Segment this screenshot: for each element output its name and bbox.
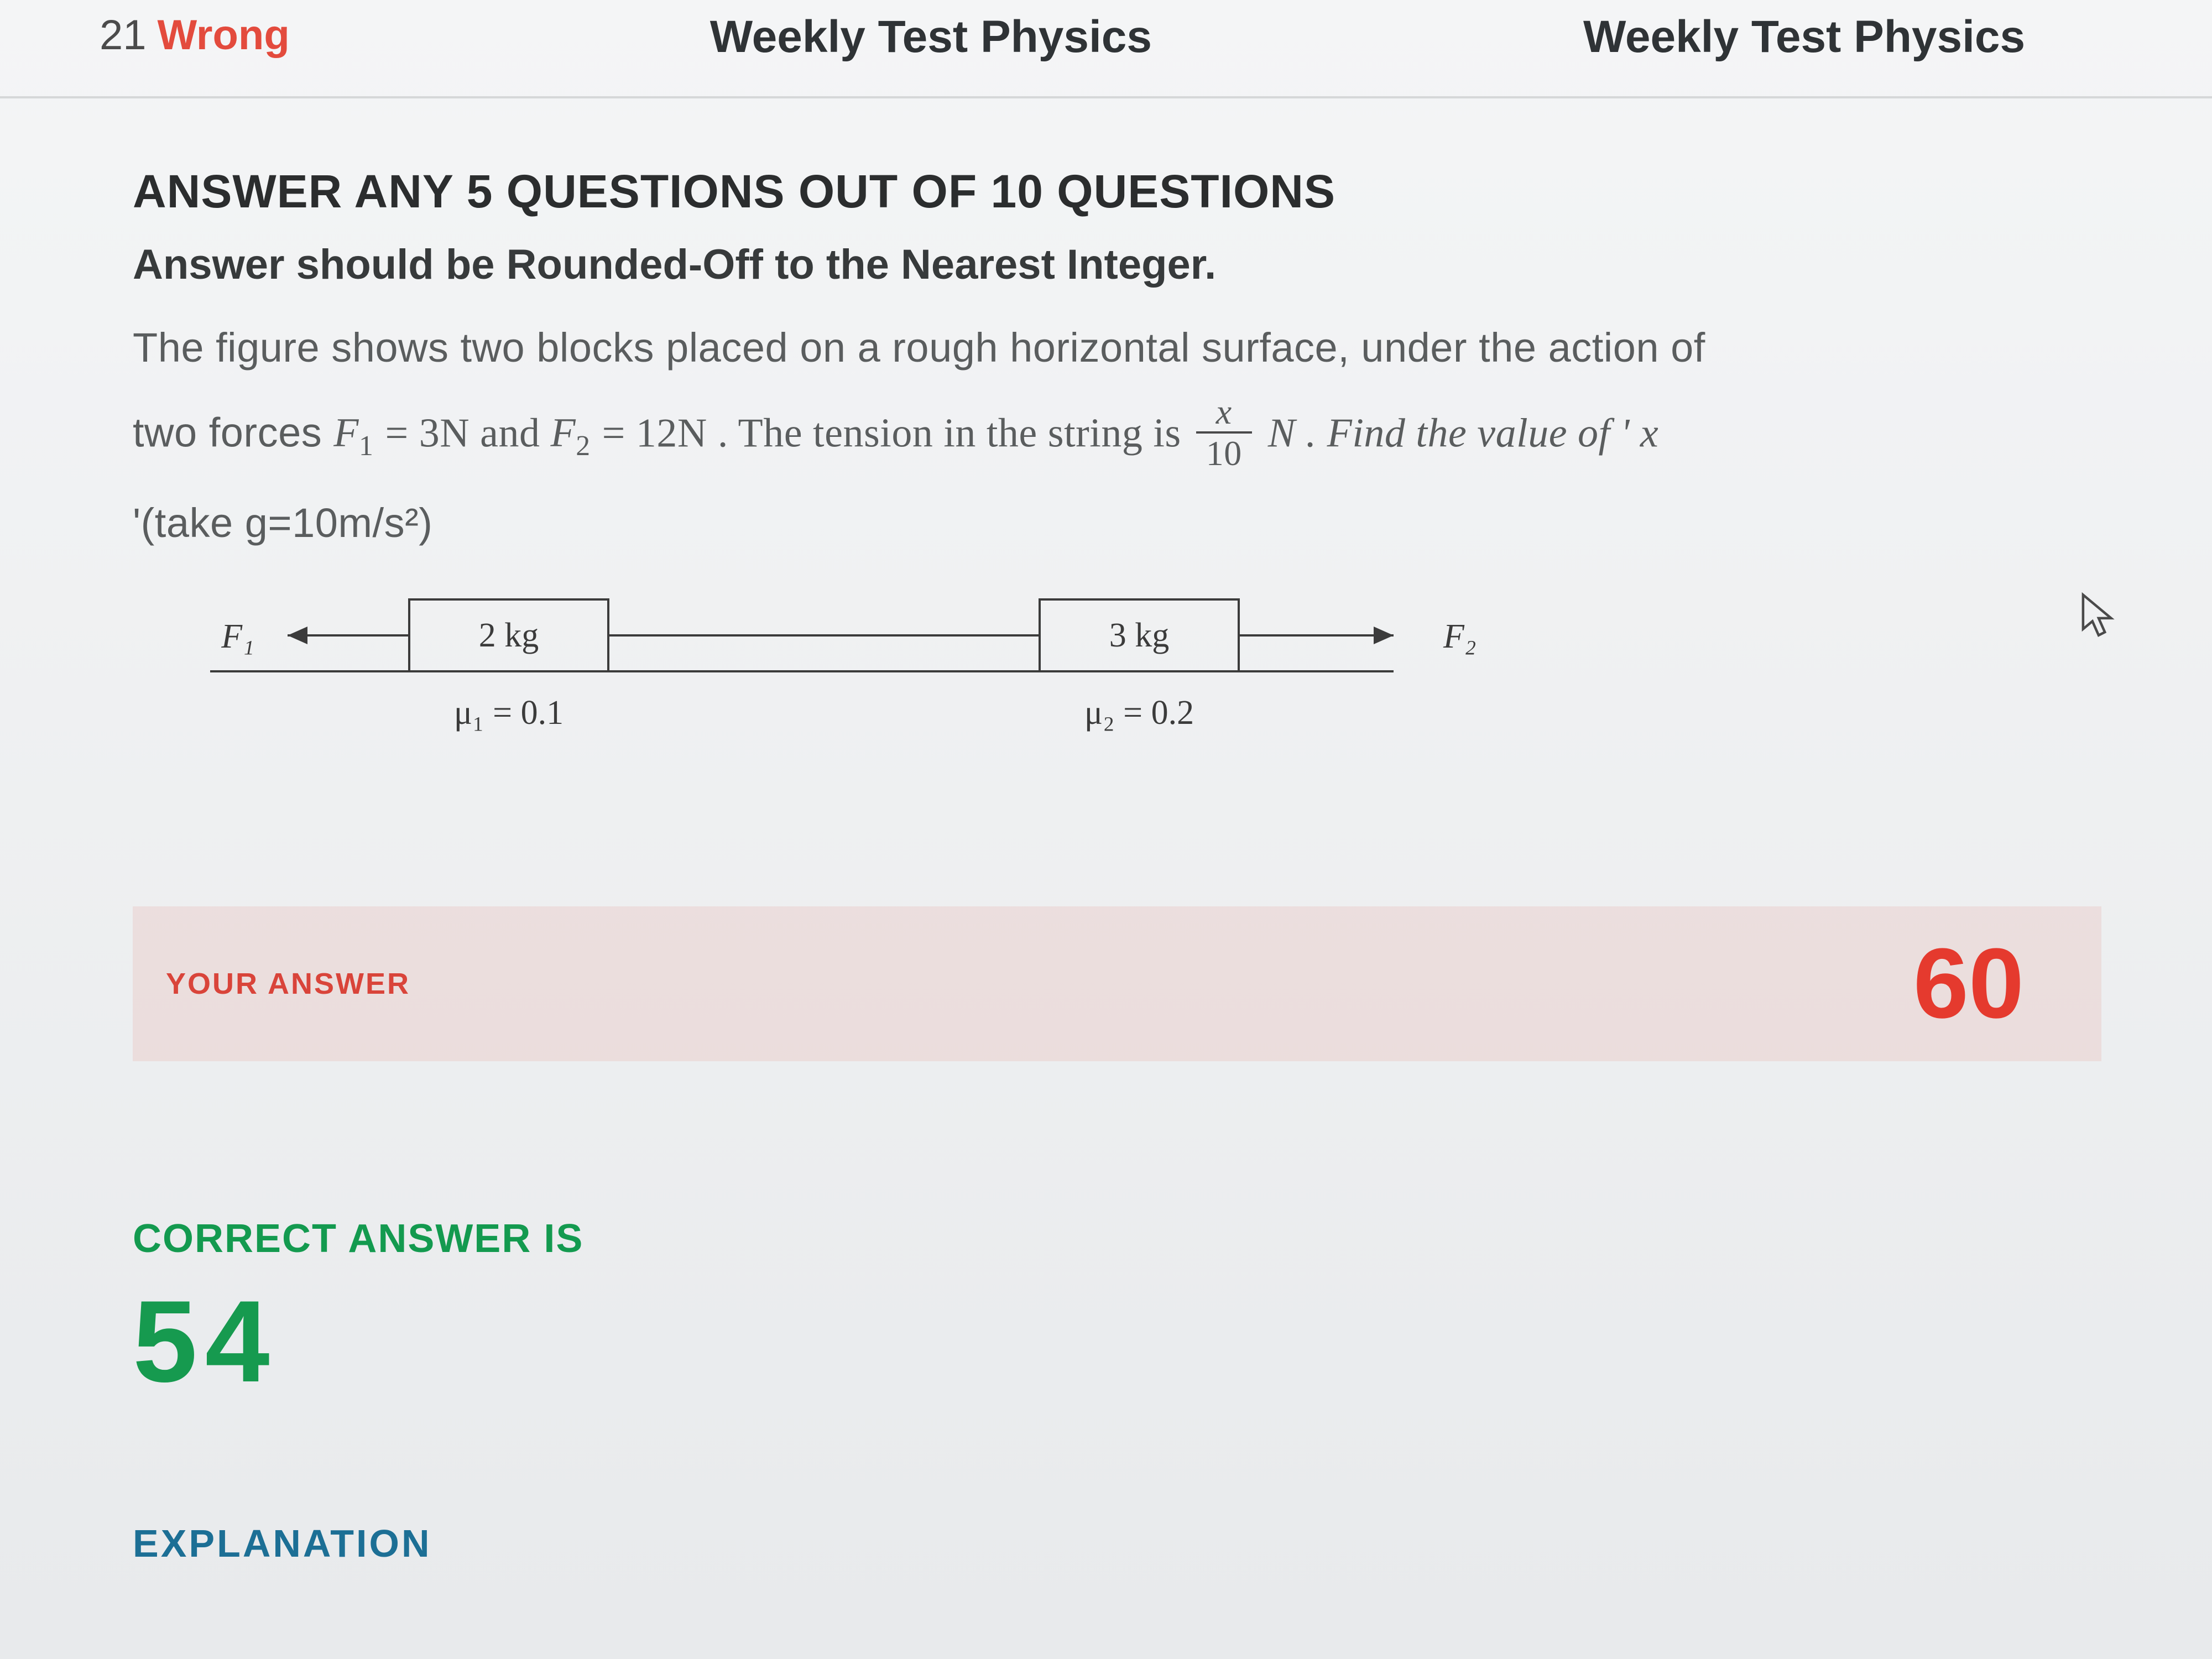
- fraction-denominator: 10: [1196, 434, 1252, 472]
- force-1-symbol: F1: [333, 410, 373, 456]
- force-2-symbol: F2: [551, 410, 591, 456]
- svg-text:F₁: F₁: [221, 618, 254, 655]
- svg-text:μ₂ = 0.2: μ₂ = 0.2: [1084, 694, 1194, 732]
- your-answer-value: 60: [1913, 934, 2024, 1034]
- question-line-1: The figure shows two blocks placed on a …: [133, 316, 2101, 380]
- question-line-2: two forces F1 = 3N and F2 = 12N . The te…: [133, 397, 2101, 475]
- diagram-svg: 2 kg F₁ 3 kg F₂ μ₁ = 0.1 μ₂ = 0.2: [144, 583, 1526, 760]
- question-number: 21: [100, 11, 147, 59]
- page-title-2: Weekly Test Physics: [1583, 11, 2025, 63]
- question-number-row: 21 Wrong: [100, 11, 290, 59]
- status-badge: Wrong: [158, 11, 290, 59]
- your-answer-banner: YOUR ANSWER 60: [133, 906, 2101, 1061]
- force-2-value: = 12N . The tension in the string is: [602, 410, 1192, 456]
- svg-text:3 kg: 3 kg: [1109, 617, 1170, 654]
- explanation-heading: EXPLANATION: [133, 1521, 2101, 1566]
- cursor-icon: [2079, 592, 2118, 644]
- page-title-1: Weekly Test Physics: [710, 11, 1152, 63]
- your-answer-label: YOUR ANSWER: [166, 967, 410, 1001]
- top-bar: 21 Wrong Weekly Test Physics Weekly Test…: [0, 0, 2212, 98]
- correct-answer-value: 54: [133, 1284, 2101, 1400]
- take-g: '(take g=10m/s²): [133, 492, 2101, 555]
- text-fragment: two forces: [133, 409, 333, 455]
- question-content: ANSWER ANY 5 QUESTIONS OUT OF 10 QUESTIO…: [0, 98, 2212, 1566]
- correct-answer-label: CORRECT ANSWER IS: [133, 1216, 2101, 1261]
- fraction-numerator: x: [1196, 393, 1252, 434]
- instruction-subheading: Answer should be Rounded-Off to the Near…: [133, 241, 2101, 289]
- physics-diagram: 2 kg F₁ 3 kg F₂ μ₁ = 0.1 μ₂ = 0.2: [144, 583, 2101, 763]
- text-after-fraction: N . Find the value of ' x: [1268, 410, 1659, 456]
- instruction-heading: ANSWER ANY 5 QUESTIONS OUT OF 10 QUESTIO…: [133, 165, 2101, 218]
- force-1-value: = 3N and: [385, 410, 550, 456]
- page: 21 Wrong Weekly Test Physics Weekly Test…: [0, 0, 2212, 1659]
- svg-text:2 kg: 2 kg: [479, 617, 539, 654]
- svg-text:μ₁ = 0.1: μ₁ = 0.1: [454, 694, 564, 732]
- svg-text:F₂: F₂: [1443, 618, 1476, 655]
- fraction: x 10: [1196, 393, 1252, 472]
